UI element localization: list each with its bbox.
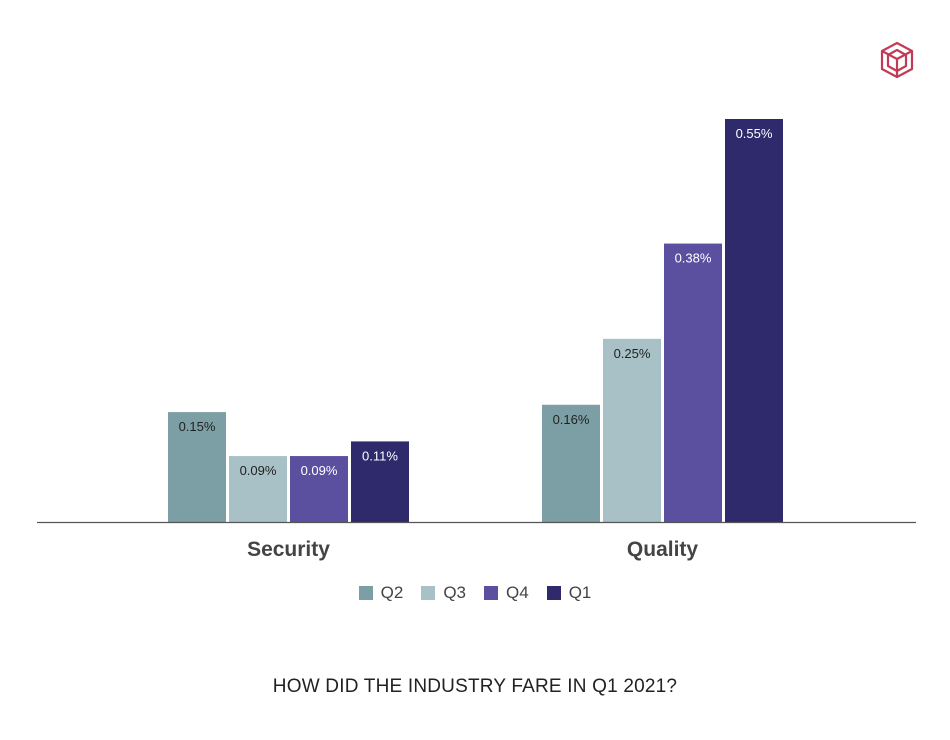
category-label: Quality <box>627 538 699 561</box>
legend-swatch <box>484 586 498 600</box>
legend-item-q4: Q4 <box>484 583 529 603</box>
legend-item-q1: Q1 <box>546 583 592 603</box>
data-label: 0.09% <box>240 463 277 478</box>
category-label: Security <box>247 538 330 561</box>
bar-quality-q4 <box>664 243 722 522</box>
bar-security-q4 <box>290 456 348 522</box>
hexagon-logo-icon <box>880 41 914 79</box>
data-label: 0.38% <box>675 251 712 266</box>
legend-label: Q1 <box>568 583 592 602</box>
bar-quality-q2 <box>542 404 600 522</box>
data-label: 0.25% <box>614 346 651 361</box>
legend-swatch <box>546 586 561 600</box>
data-label: 0.15% <box>179 419 216 434</box>
bar-quality-q3 <box>603 338 661 522</box>
legend-item-q3: Q3 <box>421 583 466 603</box>
bar-security-q3 <box>229 456 287 522</box>
data-label: 0.55% <box>736 126 773 141</box>
legend-swatch <box>358 586 373 600</box>
data-label: 0.11% <box>362 448 398 463</box>
legend-item-q2: Q2 <box>358 583 404 603</box>
legend-label: Q4 <box>506 583 529 602</box>
chart-legend: Q2 Q3 Q4 Q1 <box>0 583 950 603</box>
bar-security-q1 <box>351 441 409 522</box>
data-label: 0.16% <box>553 412 590 427</box>
legend-swatch <box>421 586 436 600</box>
legend-label: Q2 <box>380 583 404 602</box>
chart-caption: HOW DID THE INDUSTRY FARE IN Q1 2021? <box>272 676 678 697</box>
data-label: 0.09% <box>301 463 338 478</box>
bar-quality-q1 <box>725 119 783 522</box>
bar-security-q2 <box>168 412 226 522</box>
legend-label: Q3 <box>443 583 466 602</box>
